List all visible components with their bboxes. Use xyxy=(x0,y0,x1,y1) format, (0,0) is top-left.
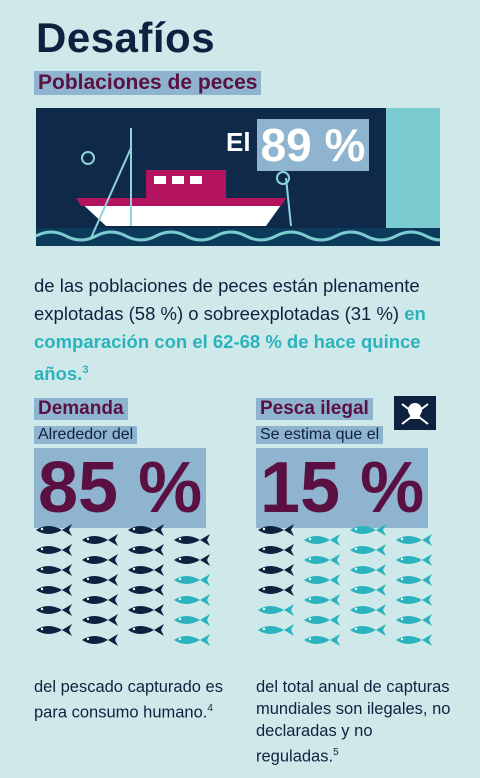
fish-icon xyxy=(126,562,166,583)
fish-icon xyxy=(80,572,120,593)
fish-icon xyxy=(256,622,296,643)
paragraph-footnote: 3 xyxy=(82,364,89,376)
fish-icon xyxy=(394,572,434,593)
fish-icon xyxy=(256,522,296,543)
fishing-boat-illustration xyxy=(36,128,440,246)
fish-icon xyxy=(256,582,296,603)
fish-icon xyxy=(256,562,296,583)
fish-icon xyxy=(172,552,212,573)
section-subtitle: Poblaciones de peces xyxy=(34,71,262,95)
hero-prefix: El xyxy=(226,127,251,157)
fish-icon xyxy=(34,522,74,543)
fish-icon xyxy=(172,632,212,653)
pesca-heading: Pesca ilegal xyxy=(256,398,373,420)
fish-icon xyxy=(34,602,74,623)
paragraph-text: de las poblaciones de peces están plenam… xyxy=(34,275,420,324)
fish-icon xyxy=(348,522,388,543)
pesca-lead: Se estima que el xyxy=(256,426,384,444)
hero-banner: El 89 % xyxy=(36,108,440,246)
fish-icon xyxy=(394,552,434,573)
fish-icon xyxy=(80,592,120,613)
fish-icon xyxy=(256,542,296,563)
fish-icon xyxy=(302,592,342,613)
fish-icon xyxy=(394,632,434,653)
demanda-lead: Alrededor del xyxy=(34,426,138,444)
fish-icon xyxy=(34,582,74,603)
fish-icon xyxy=(302,552,342,573)
fish-icon xyxy=(348,602,388,623)
fish-icon xyxy=(34,542,74,563)
hero-stat: El 89 % xyxy=(226,118,370,172)
fish-icon xyxy=(34,622,74,643)
fish-icon xyxy=(126,602,166,623)
fish-icon xyxy=(394,592,434,613)
fish-icon xyxy=(394,532,434,553)
demanda-value: 85 % xyxy=(34,448,207,528)
fish-icon xyxy=(348,622,388,643)
page-title: Desafíos xyxy=(36,14,216,61)
fish-icon xyxy=(172,572,212,593)
fish-icon xyxy=(80,632,120,653)
fish-icon xyxy=(126,582,166,603)
pirate-flag-icon xyxy=(394,396,436,430)
demanda-caption: del pescado capturado es para consumo hu… xyxy=(34,678,223,722)
fish-icon xyxy=(302,572,342,593)
fish-icon xyxy=(302,632,342,653)
pesca-caption: del total anual de capturas mundiales so… xyxy=(256,678,451,766)
pesca-value: 15 % xyxy=(256,448,429,528)
fish-icon xyxy=(80,552,120,573)
paragraph-highlight: en comparación con el 62-68 % de hace qu… xyxy=(34,303,426,385)
fish-icon xyxy=(80,612,120,633)
demanda-heading: Demanda xyxy=(34,398,128,420)
fish-icon xyxy=(80,532,120,553)
intro-paragraph: de las poblaciones de peces están plenam… xyxy=(34,272,454,388)
fish-icon xyxy=(126,542,166,563)
fish-icon xyxy=(172,612,212,633)
hero-strip xyxy=(386,108,440,246)
fish-icon xyxy=(348,542,388,563)
fish-icon xyxy=(256,602,296,623)
fish-icon xyxy=(302,532,342,553)
fish-icon xyxy=(348,562,388,583)
fish-icon xyxy=(126,622,166,643)
fish-icon xyxy=(394,612,434,633)
fish-icon xyxy=(302,612,342,633)
fish-icon xyxy=(348,582,388,603)
hero-value: 89 % xyxy=(256,119,370,171)
fish-icon xyxy=(172,532,212,553)
fish-icon xyxy=(34,562,74,583)
fish-icon xyxy=(126,522,166,543)
fish-icon xyxy=(172,592,212,613)
